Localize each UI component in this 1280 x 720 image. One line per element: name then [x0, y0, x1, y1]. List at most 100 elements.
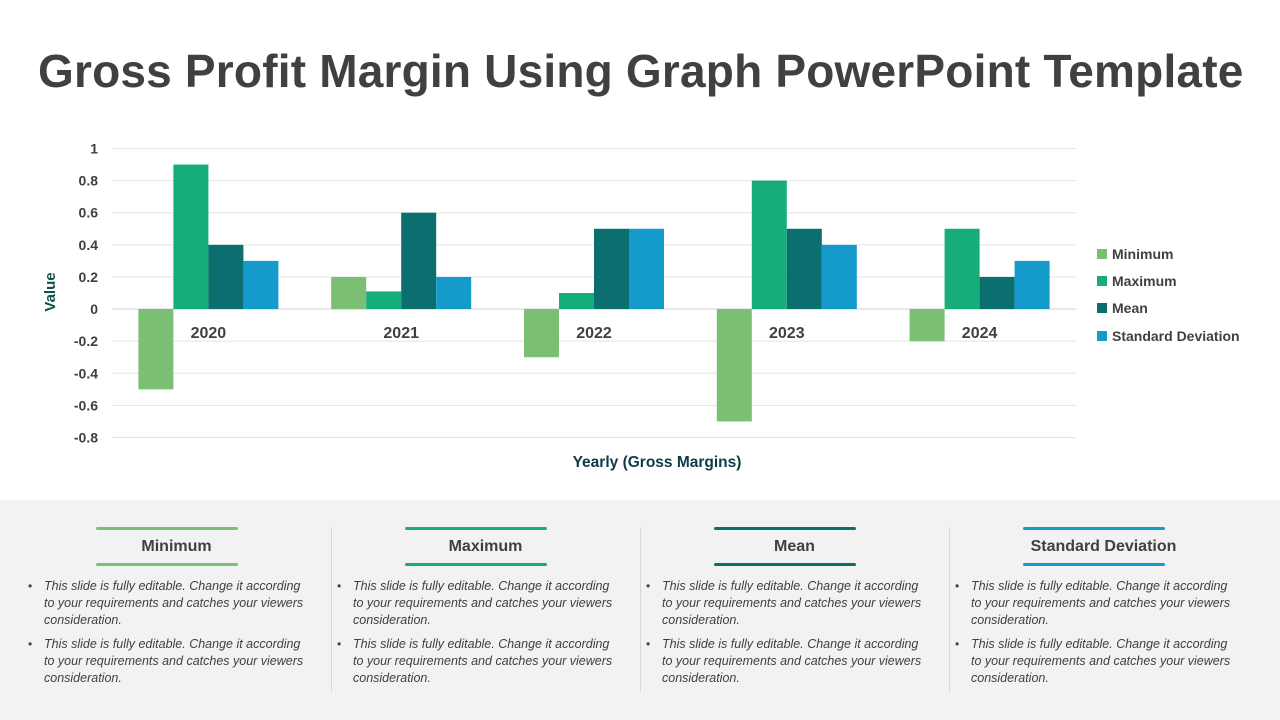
bar-minimum	[909, 309, 945, 342]
accent-line	[96, 563, 238, 566]
legend-item: Mean	[1097, 295, 1240, 322]
y-tick-label: 0.2	[79, 269, 99, 285]
y-tick-label: 0	[90, 301, 98, 317]
bar-mean	[594, 228, 629, 310]
bullet-icon: •	[955, 579, 960, 593]
x-tick-label: 2021	[383, 325, 419, 342]
bullet-list: • This slide is fully editable. Change it…	[331, 578, 623, 694]
bullet-text: This slide is fully editable. Change it …	[662, 579, 922, 627]
x-axis-ticks: 2020 2021 2022 2023 2024	[191, 325, 998, 342]
legend-item: Standard Deviation	[1097, 322, 1240, 349]
bar-minimum	[138, 309, 174, 390]
bar-maximum	[173, 164, 209, 310]
card-title: Standard Deviation	[1030, 538, 1177, 555]
bar-minimum	[716, 309, 752, 422]
list-item: • This slide is fully editable. Change it…	[949, 636, 1241, 687]
bullet-text: This slide is fully editable. Change it …	[662, 637, 922, 685]
x-tick-label: 2023	[769, 325, 805, 342]
bar-standard-deviation	[243, 260, 279, 310]
y-tick-label: -0.6	[74, 397, 98, 413]
bar-mean	[208, 244, 244, 310]
legend-label: Standard Deviation	[1112, 327, 1240, 344]
list-item: • This slide is fully editable. Change it…	[640, 578, 932, 629]
legend-label: Minimum	[1112, 245, 1174, 262]
bullet-text: This slide is fully editable. Change it …	[44, 579, 304, 627]
card-maximum: Maximum • This slide is fully editable. C…	[331, 527, 641, 692]
bars	[138, 164, 1050, 422]
card-standard-deviation: Standard Deviation • This slide is fully …	[949, 527, 1258, 692]
info-cards-section: Minimum • This slide is fully editable. C…	[0, 500, 1280, 720]
bullet-text: This slide is fully editable. Change it …	[353, 579, 613, 627]
bar-mean	[401, 212, 437, 310]
y-tick-label: -0.4	[74, 365, 98, 381]
bar-chart: 10.80.60.40.20-0.2-0.4-0.6-0.8 2020 2021 2…	[42, 141, 1076, 471]
bullet-icon: •	[646, 579, 651, 593]
accent-line	[714, 527, 856, 530]
card-title: Mean	[774, 538, 815, 555]
legend-swatch	[1097, 303, 1107, 314]
y-tick-label: 0.8	[79, 173, 99, 189]
x-axis-label: Yearly (Gross Margins)	[573, 454, 742, 471]
bullet-icon: •	[28, 637, 33, 651]
bar-maximum	[559, 293, 594, 310]
bullet-list: • This slide is fully editable. Change it…	[640, 578, 932, 694]
card-minimum: Minimum • This slide is fully editable. C…	[22, 527, 332, 692]
bar-standard-deviation	[1014, 260, 1050, 310]
bar-standard-deviation	[436, 276, 472, 310]
bullet-list: • This slide is fully editable. Change it…	[22, 578, 314, 694]
y-tick-label: 1	[90, 141, 98, 157]
bullet-icon: •	[28, 579, 33, 593]
legend-swatch	[1097, 248, 1107, 259]
bullet-icon: •	[337, 637, 342, 651]
legend-label: Maximum	[1112, 272, 1177, 289]
bullet-icon: •	[646, 637, 651, 651]
y-tick-label: 0.6	[79, 205, 99, 221]
y-tick-label: 0.4	[79, 237, 99, 253]
accent-line	[1023, 563, 1165, 566]
page-title: Gross Profit Margin Using Graph PowerPoi…	[38, 45, 1244, 97]
y-axis-label: Value	[42, 272, 59, 311]
bar-mean	[979, 276, 1015, 310]
card-title: Maximum	[448, 538, 523, 555]
bullet-text: This slide is fully editable. Change it …	[971, 579, 1231, 627]
legend-label: Mean	[1112, 300, 1148, 317]
x-tick-label: 2020	[191, 325, 227, 342]
legend-swatch	[1097, 275, 1107, 286]
legend-item: Maximum	[1097, 267, 1240, 294]
y-tick-label: -0.8	[74, 430, 98, 446]
bullet-icon: •	[955, 637, 960, 651]
list-item: • This slide is fully editable. Change it…	[22, 578, 314, 629]
bar-standard-deviation	[629, 228, 664, 310]
accent-line	[405, 563, 547, 566]
card-mean: Mean • This slide is fully editable. Chan…	[640, 527, 950, 692]
bar-minimum	[331, 276, 367, 310]
y-axis-ticks: 1 0.8 0.6 0.4 0.2 0 -0.2 -0.4 -0.6 -0.8	[74, 141, 98, 446]
x-tick-label: 2024	[962, 325, 998, 342]
list-item: • This slide is fully editable. Change it…	[331, 636, 623, 687]
card-title: Minimum	[141, 538, 212, 555]
bar-minimum	[524, 309, 559, 358]
bar-maximum	[944, 228, 980, 310]
accent-line	[714, 563, 856, 566]
chart-legend: Minimum Maximum Mean Standard Deviation	[1097, 240, 1240, 349]
bullet-icon: •	[337, 579, 342, 593]
bar-maximum	[366, 291, 402, 310]
list-item: • This slide is fully editable. Change it…	[22, 636, 314, 687]
list-item: • This slide is fully editable. Change it…	[640, 636, 932, 687]
accent-line	[405, 527, 547, 530]
bar-mean	[786, 228, 822, 310]
bar-standard-deviation	[821, 244, 857, 310]
list-item: • This slide is fully editable. Change it…	[949, 578, 1241, 629]
bullet-text: This slide is fully editable. Change it …	[353, 637, 613, 685]
bar-maximum	[751, 180, 787, 310]
accent-line	[96, 527, 238, 530]
legend-item: Minimum	[1097, 240, 1240, 267]
bullet-list: • This slide is fully editable. Change it…	[949, 578, 1241, 694]
list-item: • This slide is fully editable. Change it…	[331, 578, 623, 629]
accent-line	[1023, 527, 1165, 530]
y-tick-label: -0.2	[74, 333, 98, 349]
bullet-text: This slide is fully editable. Change it …	[44, 637, 304, 685]
x-tick-label: 2022	[576, 325, 612, 342]
bullet-text: This slide is fully editable. Change it …	[971, 637, 1231, 685]
legend-swatch	[1097, 330, 1107, 341]
